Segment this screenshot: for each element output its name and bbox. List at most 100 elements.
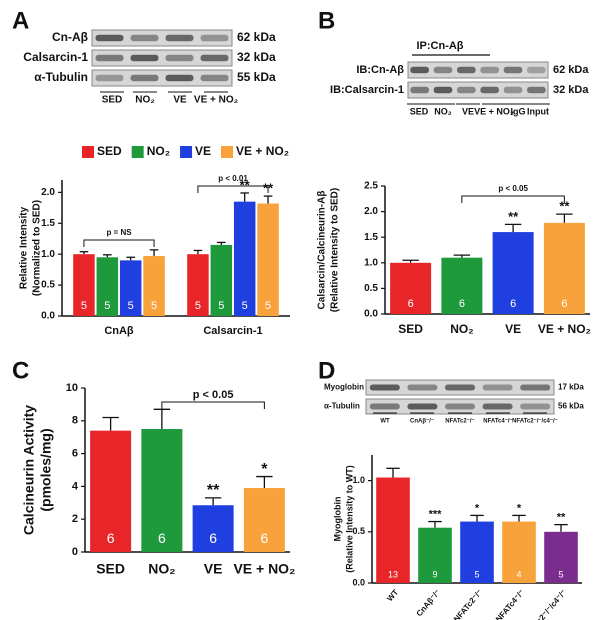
blot-kda: 32 kDa [237, 50, 276, 64]
blot-kda: 17 kDa [558, 383, 584, 392]
y-tick-label: 1.5 [364, 232, 378, 243]
n-label: 5 [81, 300, 87, 312]
blot-band [369, 384, 400, 391]
blot-band [520, 384, 551, 391]
significance-star: * [475, 502, 480, 514]
x-tick-label: NFATc4⁻/⁻ [494, 588, 526, 620]
n-label: 5 [104, 300, 110, 312]
significance-star: ** [207, 482, 220, 499]
blot-lane-label: SED [102, 95, 123, 106]
significance-star: * [517, 502, 522, 514]
blot-band [410, 86, 429, 94]
y-tick-label: 1.0 [364, 257, 378, 268]
significance-bracket [461, 195, 565, 203]
blot-band [130, 54, 159, 62]
blot-band [457, 86, 476, 94]
blot-band [444, 384, 476, 391]
x-tick-label: NO₂ [450, 322, 473, 336]
blot-strip [91, 49, 233, 67]
blot-row-label: α-Tubulin [34, 70, 88, 84]
blot-row-label: Cn-Aβ [52, 30, 88, 44]
bar [119, 260, 142, 316]
blot-band [503, 66, 523, 74]
n-label: 6 [260, 530, 268, 546]
n-label: 9 [432, 569, 437, 579]
blot-band [200, 34, 229, 42]
blot-strip [91, 69, 233, 87]
y-tick-label: 2.5 [364, 181, 378, 192]
blot-row-label: IB:Calsarcin-1 [330, 84, 404, 96]
x-tick-label: SED [96, 561, 125, 577]
blot-kda: 56 kDa [558, 402, 584, 411]
blot-lane-label: VE + NO₂ [474, 106, 514, 116]
blot-band [200, 74, 229, 82]
blot-band [95, 54, 124, 62]
n-label: 4 [516, 569, 521, 579]
blot-band [482, 384, 513, 391]
n-label: 5 [265, 300, 271, 312]
blot-kda: 62 kDa [237, 30, 276, 44]
blot-band [444, 403, 476, 410]
panel-letter: B [318, 7, 335, 34]
annotation: p = NS [106, 228, 132, 237]
blot-band [165, 54, 194, 62]
blot-row-label: IB:Cn-Aβ [356, 64, 404, 76]
blot-band [130, 74, 159, 82]
significance-bracket [83, 239, 155, 247]
legend-swatch [180, 146, 193, 158]
blot-header: IP:Cn-Aβ [416, 40, 463, 52]
bar [376, 477, 410, 583]
bar [441, 257, 483, 314]
bar [257, 203, 279, 316]
n-label: 5 [242, 300, 248, 312]
blot-band [165, 74, 194, 82]
bar [492, 232, 534, 314]
blot-row-label: Calsarcin-1 [23, 50, 88, 64]
bar [390, 262, 432, 314]
legend-label: VE [195, 144, 211, 158]
y-tick-label: 2.0 [364, 206, 378, 217]
y-tick-label: 2 [72, 513, 78, 525]
blot-band [482, 403, 513, 410]
n-label: 6 [158, 530, 166, 546]
blot-band [433, 86, 453, 94]
x-tick-label: VE + NO₂ [538, 322, 591, 336]
bar [418, 527, 452, 583]
x-tick-label: VE + NO₂ [233, 561, 295, 577]
blot-band [407, 384, 438, 391]
n-label: 13 [388, 569, 398, 579]
n-label: 6 [107, 530, 115, 546]
blot-lane-label: CnAβ⁻/⁻ [410, 419, 434, 425]
bar [502, 521, 536, 583]
y-tick-label: 0.5 [352, 526, 365, 536]
bar [96, 257, 119, 316]
blot-lane-label: SED [410, 106, 429, 116]
blot-lane-label: NO₂ [434, 106, 452, 116]
panel: B IP:Cn-Aβ IB:Cn-Aβ 62 kDa IB:Calsarcin-1 32 … [317, 7, 591, 336]
y-axis-label: Relative Intensity [19, 206, 30, 289]
x-tick-label: NFATc2⁻/⁻/c4⁻/⁻ [522, 588, 568, 620]
y-tick-label: 0.5 [364, 283, 378, 294]
blot-kda: 55 kDa [237, 70, 276, 84]
panel-letter: A [12, 7, 29, 34]
y-tick-label: 0.5 [41, 280, 55, 291]
significance-star: *** [429, 508, 443, 520]
legend-swatch [82, 146, 94, 158]
blot-lane-label: NFATc2⁻/⁻/c4⁻/⁻ [512, 419, 558, 425]
blot-lane-label: VE [173, 95, 187, 106]
blot-strip [407, 81, 549, 99]
y-tick-label: 0.0 [41, 311, 55, 322]
panel-letter: C [12, 357, 29, 384]
bar [460, 521, 494, 583]
blot-band [95, 34, 124, 42]
x-tick-label: NFATc2⁻/⁻ [452, 588, 484, 620]
y-tick-label: 10 [66, 382, 78, 394]
blot-kda: 62 kDa [553, 64, 589, 76]
blot-lane-label: NO₂ [135, 95, 154, 106]
blot-band [527, 86, 546, 94]
blot-strip [407, 61, 549, 79]
x-tick-label: VE [505, 322, 521, 336]
